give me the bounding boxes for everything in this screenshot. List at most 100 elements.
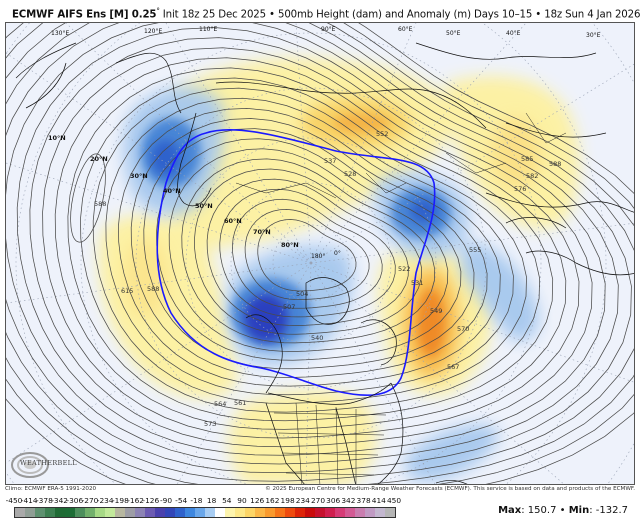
title-bullet-2: • xyxy=(535,9,542,21)
height-contour xyxy=(219,188,396,318)
colorbar-tick: 18 xyxy=(206,496,217,505)
degree-symbol: ° xyxy=(156,7,160,15)
longitude-label: 60°E xyxy=(398,26,413,33)
latitude-label: 20°N xyxy=(90,155,108,163)
map-panel: 10°N 20°N 30°N 40°N 50°N 60°N 70°N 80°N 130°E 12… xyxy=(5,22,635,485)
colorbar-swatch xyxy=(305,508,315,517)
colorbar-tick: 378 xyxy=(356,496,371,505)
contour-label: 588 xyxy=(94,200,106,208)
longitude-labels: 130°E 120°E 110°E 90°E 60°E 50°E 40°E 30°E 180° 0… xyxy=(51,26,601,260)
colorbar-swatch xyxy=(375,508,385,517)
colorbar-swatch xyxy=(385,508,395,517)
colorbar-swatch xyxy=(275,508,285,517)
colorbar-swatch xyxy=(75,508,85,517)
height-contour xyxy=(42,47,580,439)
height-contour xyxy=(232,198,383,309)
political-boundaries xyxy=(235,112,567,484)
max-value: : 150.7 xyxy=(521,505,557,516)
latitude-label: 40°N xyxy=(163,187,181,195)
positive-anomaly-core-pacific xyxy=(124,238,168,318)
colorbar-tick: 54 xyxy=(222,496,232,505)
max-min-summary: Max: 150.7 • Min: -132.7 xyxy=(498,505,628,516)
height-contour xyxy=(118,108,501,387)
contour-label: 504 xyxy=(296,290,308,298)
colorbar-tick: -162 xyxy=(127,496,144,505)
colorbar-swatch xyxy=(365,508,375,517)
colorbar-swatch xyxy=(255,508,265,517)
colorbar-tick: -54 xyxy=(175,496,188,505)
product-description: 500mb Height (dam) and Anomaly (m) Days … xyxy=(278,9,533,21)
longitude-label: 120°E xyxy=(144,28,162,35)
latitude-label: 70°N xyxy=(253,228,271,236)
contour-label: 555 xyxy=(469,246,481,254)
colorbar-tick: -90 xyxy=(159,496,173,505)
contour-label: 585 xyxy=(521,155,533,163)
colorbar-swatch xyxy=(95,508,105,517)
colorbar-swatch xyxy=(325,508,335,517)
colorbar-swatch xyxy=(295,508,305,517)
colorbar-tick: -270 xyxy=(81,496,99,505)
contour-label: 522 xyxy=(398,265,410,273)
colorbar-tick: 234 xyxy=(295,496,310,505)
colorbar-swatch xyxy=(25,508,35,517)
latitude-label: 50°N xyxy=(195,202,213,210)
height-contour xyxy=(206,178,409,326)
height-contour xyxy=(29,37,593,448)
height-contour xyxy=(257,219,357,292)
longitude-label: 130°E xyxy=(51,30,69,37)
model-name: ECMWF AIFS Ens [M] 0.25 xyxy=(12,9,157,21)
colorbar-swatch xyxy=(165,508,175,517)
colorbar-tick: -342 xyxy=(51,496,68,505)
height-contour xyxy=(6,23,634,482)
highlight-contour-546 xyxy=(156,128,436,396)
height-contour xyxy=(143,128,475,370)
colorbar-tick: 306 xyxy=(326,496,341,505)
height-contours xyxy=(6,23,634,484)
colorbar-swatch xyxy=(185,508,195,517)
height-contour-588-closed xyxy=(70,153,106,243)
contour-label: 576 xyxy=(514,185,526,193)
longitude-label: 90°E xyxy=(321,26,336,33)
chart-title: ECMWF AIFS Ens [M] 0.25° Init 18z 25 Dec… xyxy=(12,3,640,21)
longitude-label: 110°E xyxy=(199,26,217,33)
colorbar-swatch xyxy=(215,508,225,517)
colorbar-swatch xyxy=(135,508,145,517)
colorbar-swatch xyxy=(195,508,205,517)
colorbar-swatch xyxy=(55,508,65,517)
colorbar-swatch xyxy=(15,508,25,517)
height-contour xyxy=(244,209,370,300)
latitude-label: 10°N xyxy=(48,134,66,142)
colorbar-swatch xyxy=(175,508,185,517)
contour-label: 549 xyxy=(430,307,442,315)
negative-anomaly-subtropic xyxy=(405,424,498,482)
colorbar-swatch xyxy=(155,508,165,517)
copyright-note: © 2025 European Centre for Medium-Range … xyxy=(265,486,635,492)
height-contour xyxy=(6,23,634,484)
height-contour xyxy=(181,158,436,344)
colorbar-swatch xyxy=(345,508,355,517)
contour-label: 573 xyxy=(204,420,216,428)
contour-label: 567 xyxy=(447,363,459,371)
longitude-label: 180° xyxy=(311,253,325,260)
height-contour xyxy=(6,23,634,484)
height-contour xyxy=(168,148,449,352)
colorbar-tick: 198 xyxy=(280,496,295,505)
colorbar-tick: -306 xyxy=(66,496,84,505)
max-min-separator: • xyxy=(556,505,569,516)
colorbar-swatch xyxy=(145,508,155,517)
colorbar-swatch xyxy=(335,508,345,517)
colorbar-tick: 126 xyxy=(250,496,265,505)
height-contour xyxy=(80,77,540,413)
contour-label: 582 xyxy=(526,172,538,180)
contour-label: 537 xyxy=(324,157,336,165)
colorbar-swatch xyxy=(285,508,295,517)
height-contour xyxy=(6,23,632,473)
colorbar-tick: -126 xyxy=(142,496,160,505)
colorbar-swatch xyxy=(265,508,275,517)
latitude-label: 60°N xyxy=(224,217,242,225)
colorbar-swatch xyxy=(65,508,75,517)
height-contour xyxy=(6,23,619,465)
weatherbell-logo-icon xyxy=(11,452,49,478)
contour-label: 570 xyxy=(457,325,469,333)
colorbar-tick: 162 xyxy=(265,496,280,505)
